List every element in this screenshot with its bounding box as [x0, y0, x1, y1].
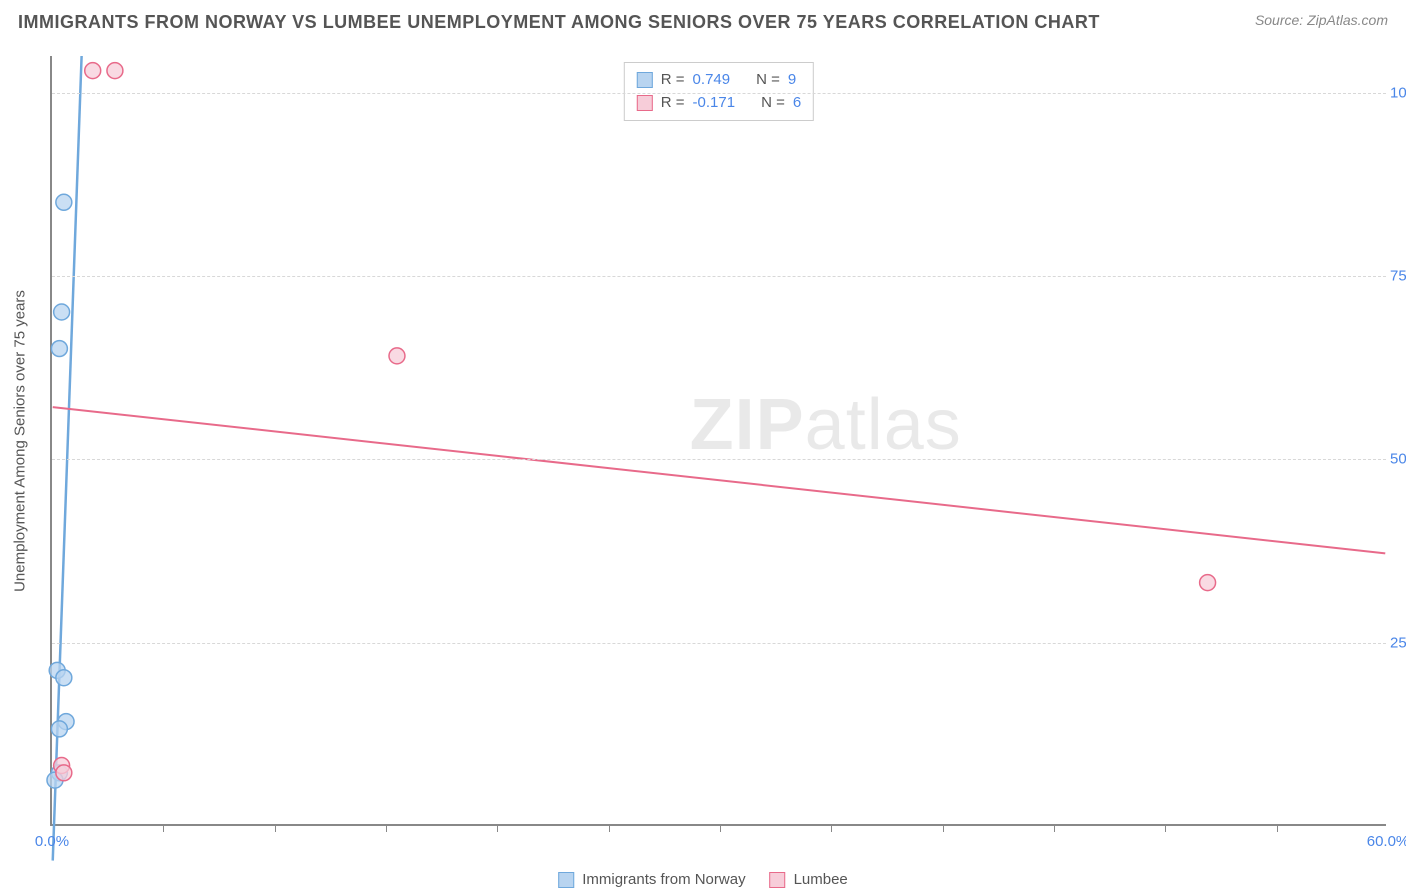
legend-swatch [637, 95, 653, 111]
y-axis-label: Unemployment Among Seniors over 75 years [12, 290, 29, 592]
x-minor-tick [831, 824, 832, 832]
data-point [51, 341, 67, 357]
x-tick-label: 0.0% [35, 833, 69, 850]
y-tick-label: 50.0% [1390, 451, 1406, 468]
trend-line [53, 407, 1386, 553]
chart-area: Unemployment Among Seniors over 75 years… [50, 56, 1386, 826]
plot-region: ZIPatlas R =0.749N =9R =-0.171N =6 25.0%… [50, 56, 1386, 826]
x-minor-tick [720, 824, 721, 832]
legend-series-label: Lumbee [794, 871, 848, 888]
legend-n-label: N = [756, 69, 780, 92]
data-point [107, 63, 123, 79]
legend-series: Immigrants from Norway Lumbee [558, 871, 848, 888]
y-tick-label: 100.0% [1390, 84, 1406, 101]
x-minor-tick [1277, 824, 1278, 832]
gridline-horizontal [52, 643, 1386, 644]
x-minor-tick [1165, 824, 1166, 832]
data-point [85, 63, 101, 79]
legend-r-label: R = [661, 92, 685, 115]
legend-series-label: Immigrants from Norway [582, 871, 745, 888]
data-point [389, 348, 405, 364]
x-minor-tick [275, 824, 276, 832]
x-tick-label: 60.0% [1367, 833, 1406, 850]
gridline-horizontal [52, 459, 1386, 460]
data-point [51, 721, 67, 737]
legend-correlation-row: R = 0.749 N = 9 [637, 69, 801, 92]
legend-correlation: R =0.749N =9R =-0.171N =6 [624, 62, 814, 121]
x-minor-tick [497, 824, 498, 832]
data-point [56, 194, 72, 210]
legend-n-value: 9 [788, 69, 796, 92]
gridline-horizontal [52, 93, 1386, 94]
legend-swatch [558, 872, 574, 888]
legend-r-label: R = [661, 69, 685, 92]
chart-svg [52, 56, 1386, 824]
data-point [1200, 575, 1216, 591]
gridline-horizontal [52, 276, 1386, 277]
y-tick-label: 25.0% [1390, 634, 1406, 651]
legend-r-value: 0.749 [693, 69, 731, 92]
legend-swatch [637, 72, 653, 88]
source-attribution: Source: ZipAtlas.com [1255, 12, 1388, 28]
x-minor-tick [1054, 824, 1055, 832]
legend-series-item: Lumbee [770, 871, 848, 888]
x-minor-tick [943, 824, 944, 832]
legend-correlation-row: R = -0.171 N = 6 [637, 92, 801, 115]
x-minor-tick [609, 824, 610, 832]
data-point [56, 765, 72, 781]
legend-series-item: Immigrants from Norway [558, 871, 745, 888]
chart-title: IMMIGRANTS FROM NORWAY VS LUMBEE UNEMPLO… [18, 12, 1100, 33]
data-point [56, 670, 72, 686]
x-minor-tick [163, 824, 164, 832]
trend-line [53, 56, 82, 861]
legend-n-value: 6 [793, 92, 801, 115]
data-point [54, 304, 70, 320]
legend-swatch [770, 872, 786, 888]
x-minor-tick [386, 824, 387, 832]
legend-n-label: N = [761, 92, 785, 115]
y-tick-label: 75.0% [1390, 268, 1406, 285]
legend-r-value: -0.171 [693, 92, 736, 115]
